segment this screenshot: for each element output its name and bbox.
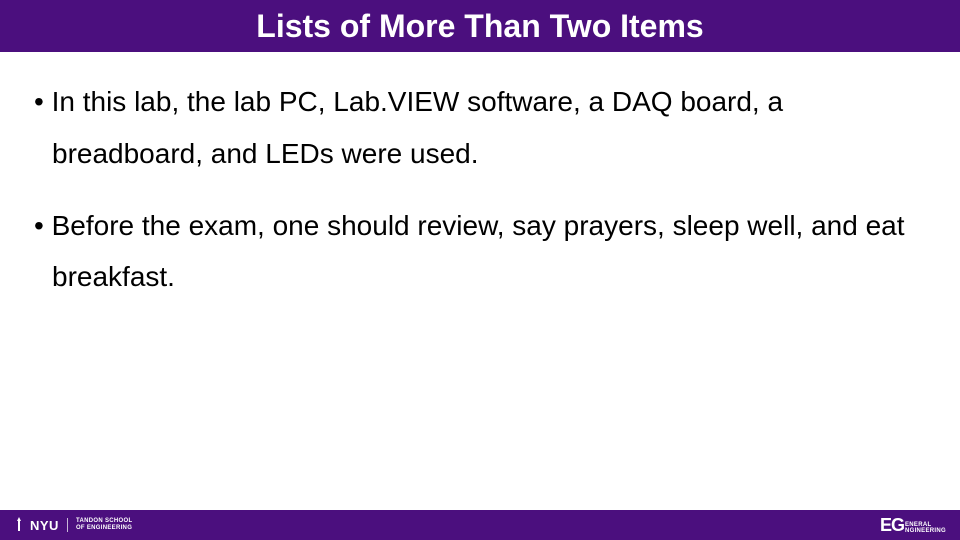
eg-sub-line2: NGINEERING bbox=[905, 528, 946, 534]
eg-sub-line1: ENERAL bbox=[905, 522, 931, 528]
eg-logo-mark: EG bbox=[880, 516, 904, 534]
nyu-torch-icon bbox=[14, 517, 24, 533]
nyu-sub-line1: TANDON SCHOOL bbox=[76, 518, 132, 524]
nyu-logo: NYU TANDON SCHOOL OF ENGINEERING bbox=[14, 517, 132, 533]
nyu-logo-text: NYU bbox=[30, 518, 59, 533]
nyu-sub-line2: OF ENGINEERING bbox=[76, 525, 132, 531]
slide-header: Lists of More Than Two Items bbox=[0, 0, 960, 52]
eg-logo-subtext: ENERAL NGINEERING bbox=[905, 522, 946, 535]
slide-footer: NYU TANDON SCHOOL OF ENGINEERING EG ENER… bbox=[0, 510, 960, 540]
bullet-item: Before the exam, one should review, say … bbox=[24, 200, 936, 304]
slide-content: In this lab, the lab PC, Lab.VIEW softwa… bbox=[0, 52, 960, 303]
nyu-logo-subtext: TANDON SCHOOL OF ENGINEERING bbox=[76, 518, 132, 531]
bullet-item: In this lab, the lab PC, Lab.VIEW softwa… bbox=[24, 76, 936, 180]
eg-logo: EG ENERAL NGINEERING bbox=[880, 516, 946, 535]
slide-title: Lists of More Than Two Items bbox=[256, 8, 703, 45]
logo-divider bbox=[67, 518, 68, 532]
